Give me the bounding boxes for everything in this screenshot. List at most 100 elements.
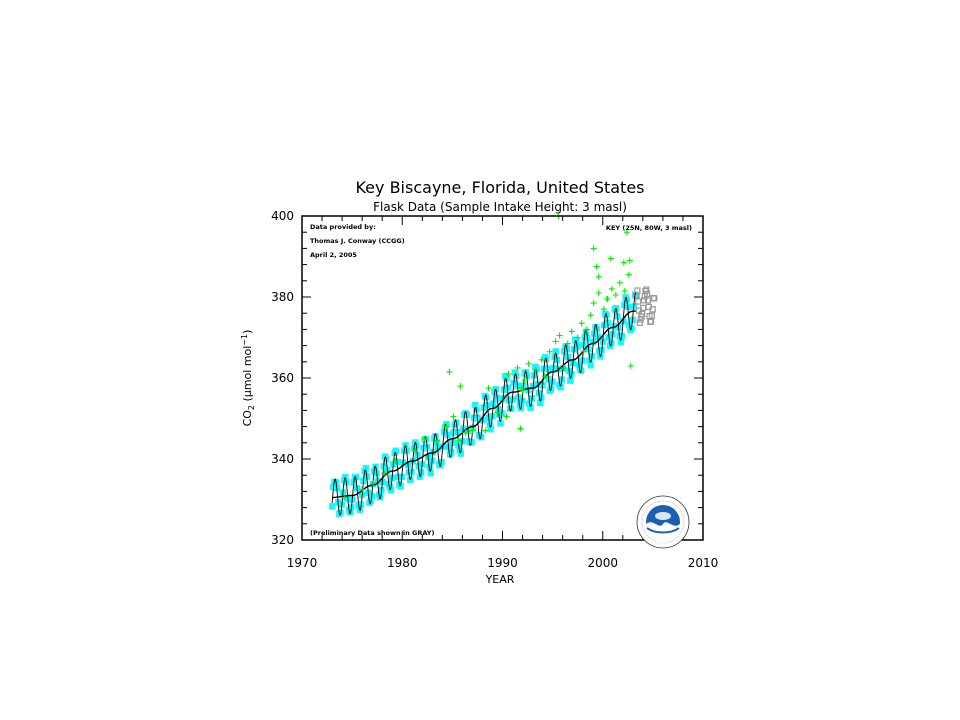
provider-name: Thomas J. Conway (CCGG) [310,237,405,245]
x-axis: 1970 1980 1990 2000 2010 [287,216,719,570]
green-point [392,458,399,464]
noaa-logo [636,495,690,549]
cyan-point [527,404,534,411]
green-point [455,437,462,444]
cyan-point [557,384,564,391]
cyan-point [376,493,384,501]
x-tick-label: 1990 [487,556,518,570]
green-point [626,257,633,264]
green-point [482,427,489,434]
green-point [620,259,627,266]
green-point [623,229,630,236]
gray-point [634,287,641,294]
green-point [621,287,628,294]
y-label-sub: 2 [247,405,256,410]
green-point [607,255,614,262]
cyan-point [552,348,560,355]
green-point [616,279,623,286]
green-point [560,364,567,371]
green-point [457,383,464,390]
x-axis-label: YEAR [485,573,515,586]
y-label-sup: −1 [240,334,249,346]
green-point [446,368,453,375]
cyan-point [587,362,594,369]
data-date: April 2, 2005 [310,251,357,259]
green-point [505,371,512,377]
green-point [600,306,607,313]
y-tick-label: 320 [271,533,294,547]
chart-subtitle: Flask Data (Sample Intake Height: 3 masl… [373,200,627,214]
y-axis-label: CO2 (μmol mol−1) [240,330,256,427]
provider-heading: Data provided by: [310,223,376,231]
green-point [370,480,377,487]
x-tick-label: 2010 [688,556,719,570]
green-point [593,263,600,270]
green-point [574,334,581,341]
green-point [434,437,441,444]
green-point [564,340,571,347]
green-point [359,486,366,493]
y-label-open: ( [241,397,254,405]
green-point [341,494,348,501]
y-tick-label: 380 [271,290,294,304]
green-point [519,387,526,394]
green-point [485,385,492,392]
gray-point [636,319,643,326]
gray-point [648,312,656,319]
x-tick-label: 2000 [587,556,618,570]
plot-area [328,213,658,518]
x-tick-label: 1970 [287,556,318,570]
green-point [608,285,615,292]
y-axis: 320 340 360 380 400 [271,209,703,547]
green-point [587,312,594,319]
trend-line [332,310,636,499]
green-point [462,429,469,436]
green-point [578,320,585,327]
y-tick-label: 340 [271,452,294,466]
green-point [595,273,602,280]
y-tick-label: 360 [271,371,294,385]
green-point [627,362,634,369]
y-tick-label: 400 [271,209,294,223]
y-label-close: ) [241,330,254,334]
green-point [603,296,610,302]
seasonal-curve [331,292,637,516]
green-point [494,409,501,416]
green-point [580,348,587,355]
gray-point [647,318,655,325]
green-point [381,470,388,477]
gray-point [640,297,648,304]
y-label-mu: μ [241,390,254,397]
x-tick-label: 1980 [387,556,418,570]
gray-point [651,295,658,302]
green-point [546,348,553,355]
green-point [552,338,559,345]
green-point [538,356,545,363]
green-point [625,271,632,278]
green-point [450,413,457,420]
green-point [412,447,419,454]
green-point [517,425,524,432]
green-point [503,413,510,420]
green-point [568,328,575,335]
gray-point [635,298,642,305]
y-label-unit: mol mol [241,346,254,391]
green-point [421,435,428,442]
y-label-main: CO [241,410,254,427]
station-key: KEY (25N, 80W, 3 masl) [606,224,692,232]
gray-point [643,290,651,297]
gray-point [643,286,650,293]
green-point [590,300,597,307]
cyan-point [328,503,336,510]
gray-point [639,310,646,317]
green-point [590,245,597,252]
green-point [514,364,521,371]
gray-point [649,306,656,313]
gray-point [639,304,647,311]
green-point [583,326,590,333]
green-series [341,213,634,501]
svg-text:CO2 (μmol mol−1): CO2 (μmol mol−1) [240,330,256,427]
preliminary-note: (Preliminary Data shown in GRAY) [310,529,434,537]
green-point [556,332,563,339]
